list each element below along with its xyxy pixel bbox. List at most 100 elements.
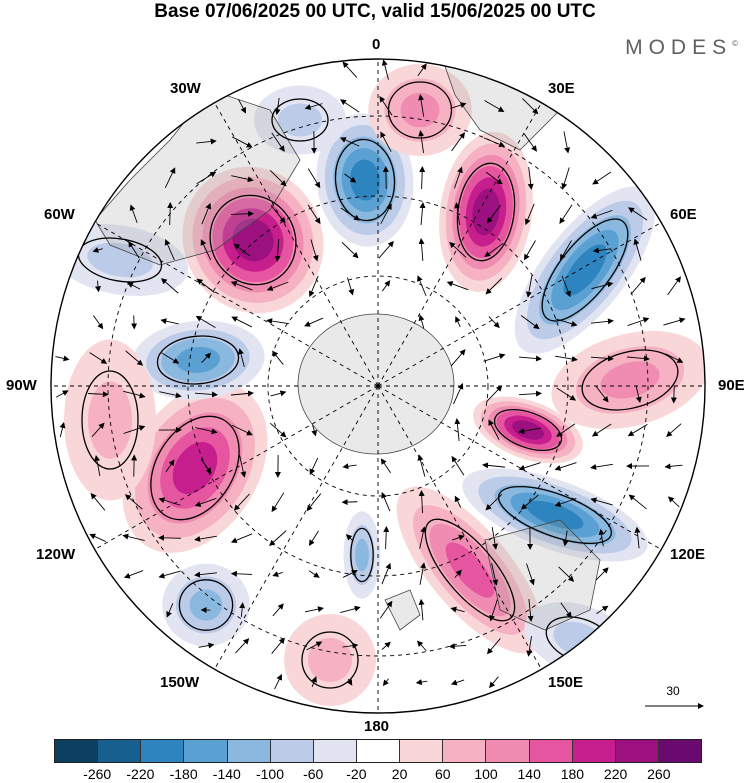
- wind-arrow: [418, 598, 425, 621]
- wind-arrow: [125, 350, 144, 366]
- wind-arrow: [194, 535, 217, 542]
- wind-arrow: [591, 281, 614, 290]
- anomaly-lobe: [445, 542, 495, 598]
- wind-arrow: [342, 570, 358, 578]
- wind-arrow: [160, 318, 179, 325]
- wind-arrow: [339, 137, 360, 147]
- wind-arrow: [127, 282, 141, 290]
- wind-arrow: [489, 676, 499, 689]
- wind-arrow: [590, 209, 613, 219]
- wind-arrow: [418, 490, 425, 514]
- lon-label-0: 0: [372, 36, 381, 53]
- wind-arrow: [415, 679, 428, 686]
- colorbar-tick-label: -140: [212, 766, 241, 782]
- wind-arrow: [194, 391, 218, 398]
- anomaly-lobe: [600, 361, 660, 399]
- wind-arrow: [271, 132, 285, 152]
- latitude-circle: [267, 275, 489, 497]
- meridian: [212, 99, 379, 387]
- height-contour: [209, 194, 297, 286]
- wind-arrow: [667, 496, 680, 508]
- wind-arrow: [628, 207, 648, 221]
- wind-arrow: [417, 454, 426, 477]
- wind-arrow: [201, 202, 212, 225]
- antarctica: [297, 313, 455, 455]
- wind-arrow: [230, 281, 253, 291]
- wind-arrow: [196, 278, 215, 294]
- lon-label-120e: 120E: [670, 546, 706, 563]
- new-zealand: [384, 589, 421, 631]
- anomaly-lobe: [307, 637, 353, 683]
- wind-arrow: [627, 423, 648, 437]
- wind-arrow: [161, 352, 180, 364]
- wind-arrow: [451, 455, 465, 476]
- wind-arrow: [195, 315, 216, 329]
- wind-arrow: [523, 132, 537, 152]
- wind-arrow: [664, 463, 683, 470]
- colorbar-tick-label: 180: [560, 766, 585, 782]
- wind-arrow: [419, 562, 427, 585]
- wind-arrow: [559, 240, 572, 261]
- wind-arrow: [451, 132, 466, 152]
- colorbar-swatch: [571, 740, 615, 762]
- anomaly-lobe: [87, 242, 153, 278]
- colorbar-tick-label: -20: [346, 766, 367, 782]
- wind-arrow: [310, 239, 319, 262]
- wind-arrow: [344, 173, 357, 183]
- wind-arrow: [667, 276, 681, 296]
- south-america: [94, 89, 301, 266]
- wind-arrow: [55, 355, 70, 362]
- map-boundary: [50, 58, 706, 714]
- lon-label-90e: 90E: [718, 377, 745, 394]
- wind-arrow: [452, 534, 465, 541]
- wind-arrow: [123, 390, 146, 399]
- wind-arrow: [158, 570, 181, 579]
- wind-arrow: [419, 526, 427, 549]
- wind-arrow: [266, 318, 289, 325]
- colorbar-tick-label: 220: [603, 766, 628, 782]
- wind-arrow: [92, 247, 103, 253]
- wind-arrow: [274, 238, 281, 262]
- colorbar-swatch: [226, 740, 270, 762]
- wind-arrow: [381, 492, 391, 512]
- wind-arrow: [272, 603, 284, 617]
- wind-arrow: [486, 204, 501, 224]
- meridian: [377, 385, 665, 552]
- wind-arrow: [522, 98, 539, 115]
- anomaly-lobe: [400, 92, 440, 128]
- wind-arrow: [308, 275, 319, 298]
- colorbar-tick-label: -180: [169, 766, 198, 782]
- wind-arrow: [123, 425, 146, 434]
- wind-arrow: [454, 418, 461, 441]
- wind-arrow: [418, 94, 425, 117]
- wind-arrow: [158, 534, 182, 541]
- wind-arrow: [200, 458, 212, 474]
- colorbar-tick-label: 60: [435, 766, 451, 782]
- wind-arrow: [270, 390, 287, 397]
- anomaly-lobe: [350, 159, 380, 201]
- wind-arrow: [230, 210, 254, 217]
- wind-arrow: [124, 494, 143, 510]
- colorbar-tick-label: -100: [255, 766, 285, 782]
- height-contour: [493, 409, 563, 451]
- lon-label-150w: 150W: [160, 674, 200, 691]
- wind-arrow: [485, 277, 503, 295]
- lon-label-30w: 30W: [170, 80, 201, 97]
- height-contour: [581, 349, 679, 411]
- wind-arrow: [93, 315, 104, 330]
- wind-arrow: [418, 130, 425, 153]
- wind-arrow: [520, 315, 540, 330]
- wind-arrow: [381, 280, 391, 292]
- height-contour: [497, 486, 613, 544]
- wind-arrow: [633, 238, 642, 261]
- height-contour: [81, 370, 139, 470]
- wind-arrow: [454, 569, 462, 578]
- wind-arrow: [485, 171, 503, 185]
- wind-arrow: [556, 387, 577, 401]
- wind-arrow: [520, 494, 539, 510]
- wind-arrow: [561, 275, 571, 298]
- wind-arrow: [590, 497, 613, 506]
- wind-arrow: [129, 204, 138, 223]
- lon-label-60w: 60W: [44, 206, 75, 223]
- wind-arrow: [665, 353, 684, 363]
